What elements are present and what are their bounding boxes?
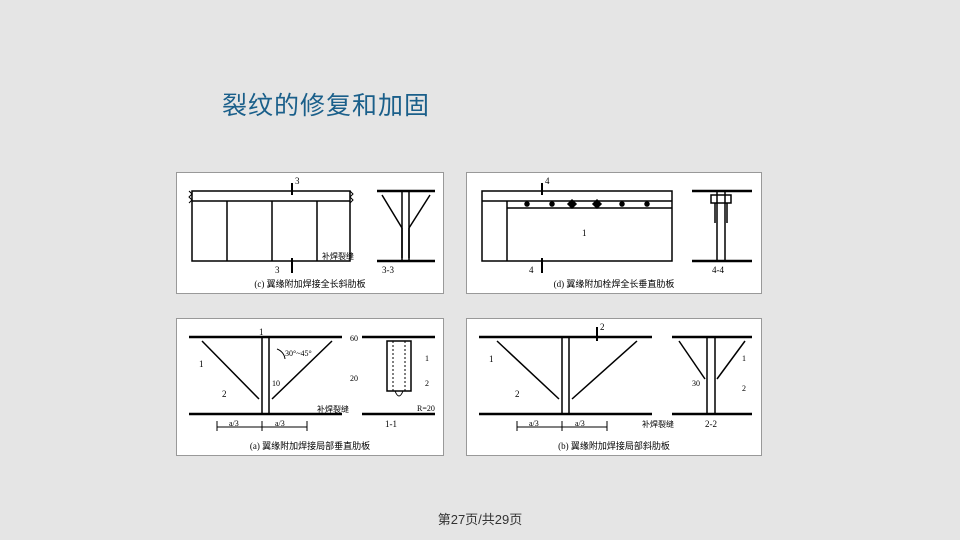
num1-a-r: 1: [425, 354, 429, 363]
caption-b: (b) 翼缘附加焊接局部斜肋板: [467, 439, 761, 452]
caption-c: (c) 翼缘附加焊接全长斜肋板: [177, 277, 443, 290]
dim10-a: 10: [272, 379, 280, 388]
weld-b: 补焊裂缝: [642, 419, 674, 430]
num2-a: 2: [222, 389, 227, 399]
label-3-top: 3: [295, 176, 300, 186]
label-4-top: 4: [545, 176, 550, 186]
num1-b: 1: [489, 354, 494, 364]
figure-c: 3 3 补焊裂缝 3-3 (c) 翼缘附加焊接全长斜肋板: [176, 172, 444, 294]
section-3-3: 3-3: [382, 265, 394, 275]
weld-a: 补焊裂缝: [317, 404, 349, 415]
label-2-top: 2: [600, 322, 605, 332]
figure-b: 2 1 2 a/3 a/3 30 1 2 补焊裂缝 2-2 (b) 翼缘附加焊接…: [466, 318, 762, 456]
figure-d: 4 4 1 4-4 (d) 翼缘附加栓焊全长垂直肋板: [466, 172, 762, 294]
dima3b-2: a/3: [575, 419, 585, 428]
angle-a: 30°~45°: [285, 349, 312, 358]
label-weld-c: 补焊裂缝: [322, 251, 354, 262]
section-4-4: 4-4: [712, 265, 724, 275]
num1-a-left: 1: [199, 359, 204, 369]
page-title: 裂纹的修复和加固: [222, 86, 430, 122]
num1-a-top: 1: [259, 327, 264, 337]
section-1-1: 1-1: [385, 419, 397, 429]
label-3-bottom: 3: [275, 265, 280, 275]
label-4-bottom: 4: [529, 265, 534, 275]
num1-d: 1: [582, 228, 587, 238]
section-2-2: 2-2: [705, 419, 717, 429]
num2-b-r: 2: [742, 384, 746, 393]
dim20-a: 20: [350, 374, 358, 383]
dima3-1: a/3: [229, 419, 239, 428]
figure-a: 1 1 2 30°~45° 10 a/3 a/3 60 20 1 2 R=20 …: [176, 318, 444, 456]
num2-a-r: 2: [425, 379, 429, 388]
page-number: 第27页/共29页: [0, 509, 960, 528]
dima3-2: a/3: [275, 419, 285, 428]
num1-b-r: 1: [742, 354, 746, 363]
caption-a: (a) 翼缘附加焊接局部垂直肋板: [177, 439, 443, 452]
num2-b: 2: [515, 389, 520, 399]
dimR-a: R=20: [417, 404, 435, 413]
dim60-a: 60: [350, 334, 358, 343]
caption-d: (d) 翼缘附加栓焊全长垂直肋板: [467, 277, 761, 290]
dima3b-1: a/3: [529, 419, 539, 428]
dim30-b: 30: [692, 379, 700, 388]
